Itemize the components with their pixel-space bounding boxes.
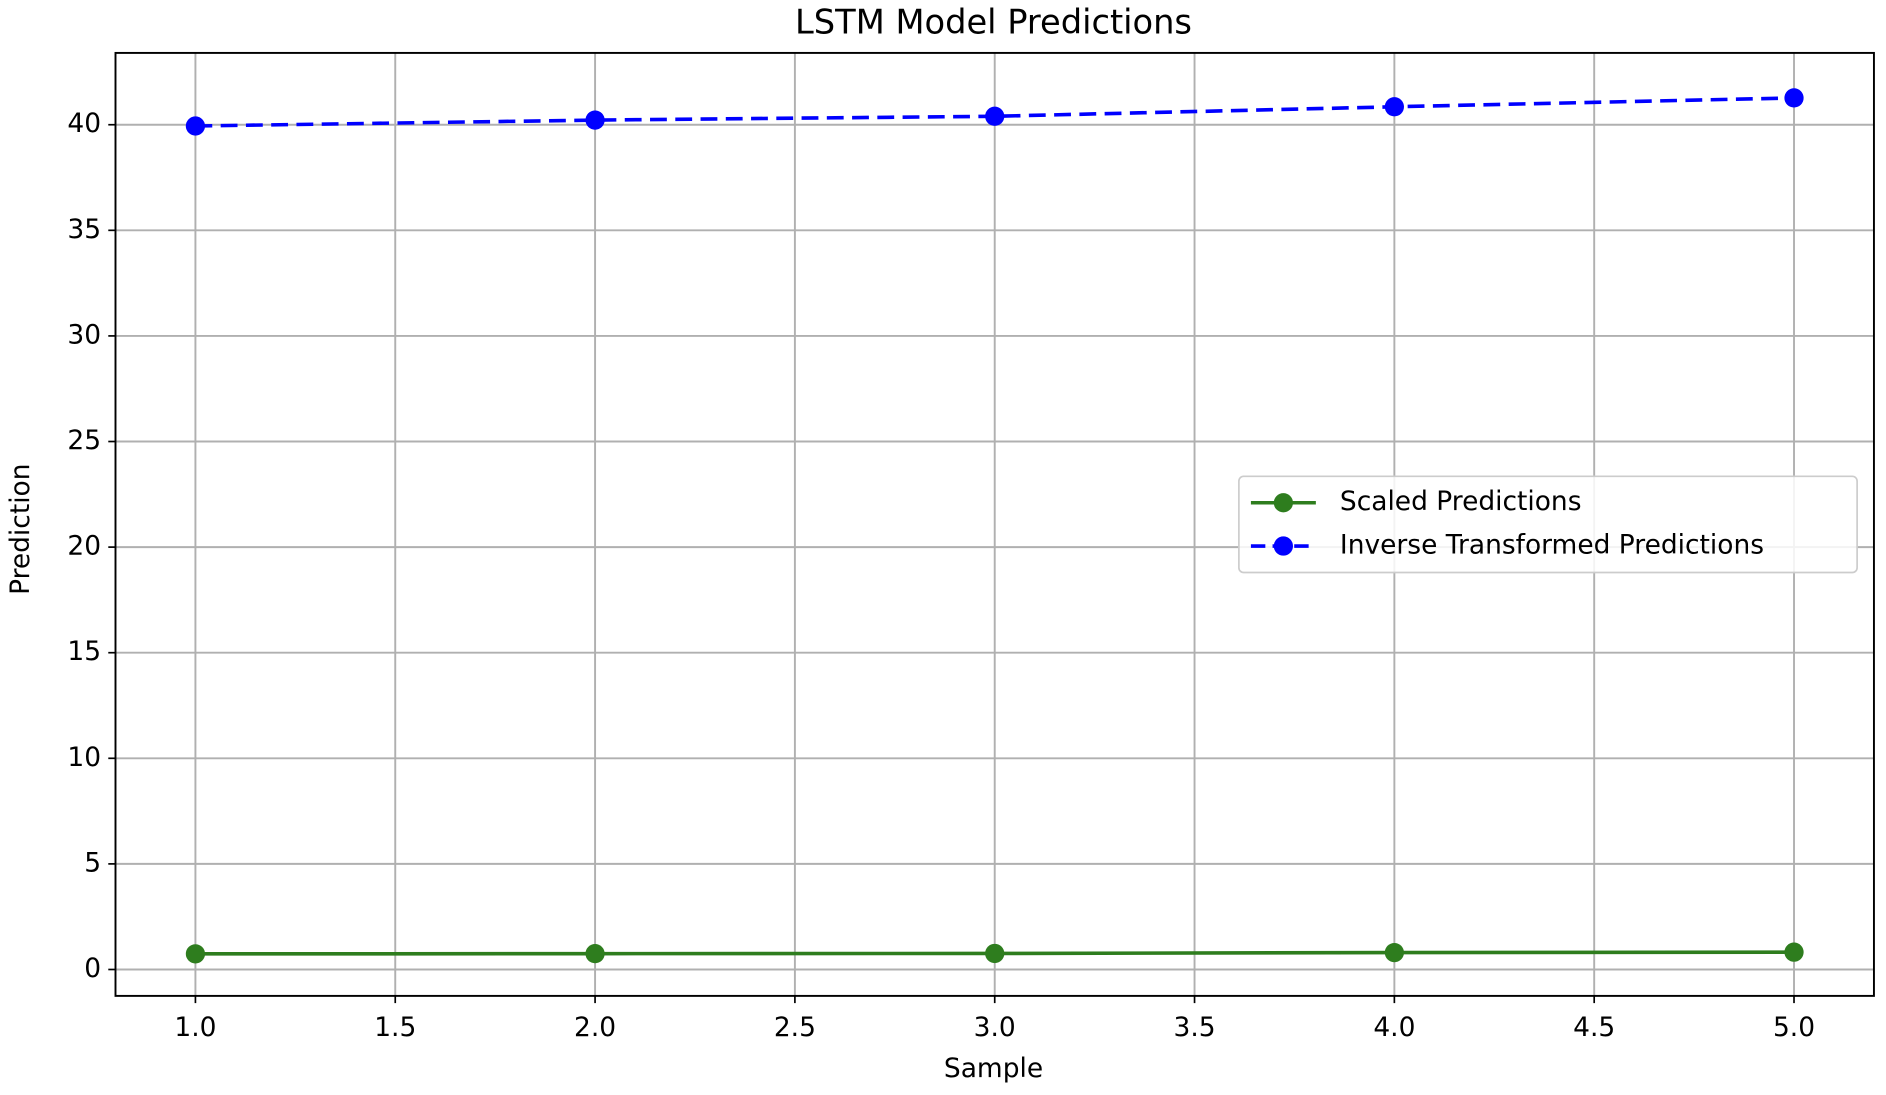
data-point <box>185 116 206 136</box>
legend: Scaled Predictions Inverse Transformed Pr… <box>1238 475 1858 574</box>
y-tick-label: 25 <box>67 425 101 456</box>
legend-marker <box>1273 493 1294 513</box>
y-tick-label: 10 <box>67 742 101 773</box>
legend-marker <box>1273 536 1294 556</box>
y-tick-label: 20 <box>67 531 101 562</box>
x-tick-label: 5.0 <box>1773 1012 1815 1043</box>
y-tick-label: 15 <box>67 636 101 667</box>
y-tick-label: 5 <box>84 847 101 878</box>
legend-label: Inverse Transformed Predictions <box>1340 530 1764 561</box>
x-tick-label: 4.0 <box>1373 1012 1415 1043</box>
data-point <box>585 944 605 964</box>
data-point <box>185 944 206 964</box>
y-tick-label: 35 <box>67 214 101 245</box>
y-tick-label: 30 <box>67 319 101 350</box>
x-tick-label: 2.0 <box>574 1012 616 1043</box>
x-tick-label: 1.0 <box>174 1012 216 1043</box>
x-axis-label: Sample <box>944 1053 1043 1084</box>
y-tick-label: 0 <box>84 953 101 984</box>
data-point <box>1384 97 1404 117</box>
data-point <box>985 106 1005 126</box>
data-point <box>1784 88 1804 108</box>
x-tick-label: 4.5 <box>1573 1012 1615 1043</box>
x-tick-label: 3.0 <box>974 1012 1016 1043</box>
x-tick-label: 1.5 <box>374 1012 416 1043</box>
y-axis-label: Prediction <box>5 464 36 595</box>
data-point <box>585 110 605 130</box>
x-tick-label: 3.5 <box>1174 1012 1216 1043</box>
y-tick-label: 40 <box>67 108 101 139</box>
data-point <box>985 943 1005 964</box>
data-point <box>1784 942 1804 962</box>
legend-frame <box>1238 475 1858 574</box>
x-tick-label: 2.5 <box>774 1012 816 1043</box>
plot-frame <box>114 51 1875 997</box>
chart-title: LSTM Model Predictions <box>795 3 1192 42</box>
legend-label: Scaled Predictions <box>1340 486 1582 517</box>
data-point <box>1384 942 1404 963</box>
